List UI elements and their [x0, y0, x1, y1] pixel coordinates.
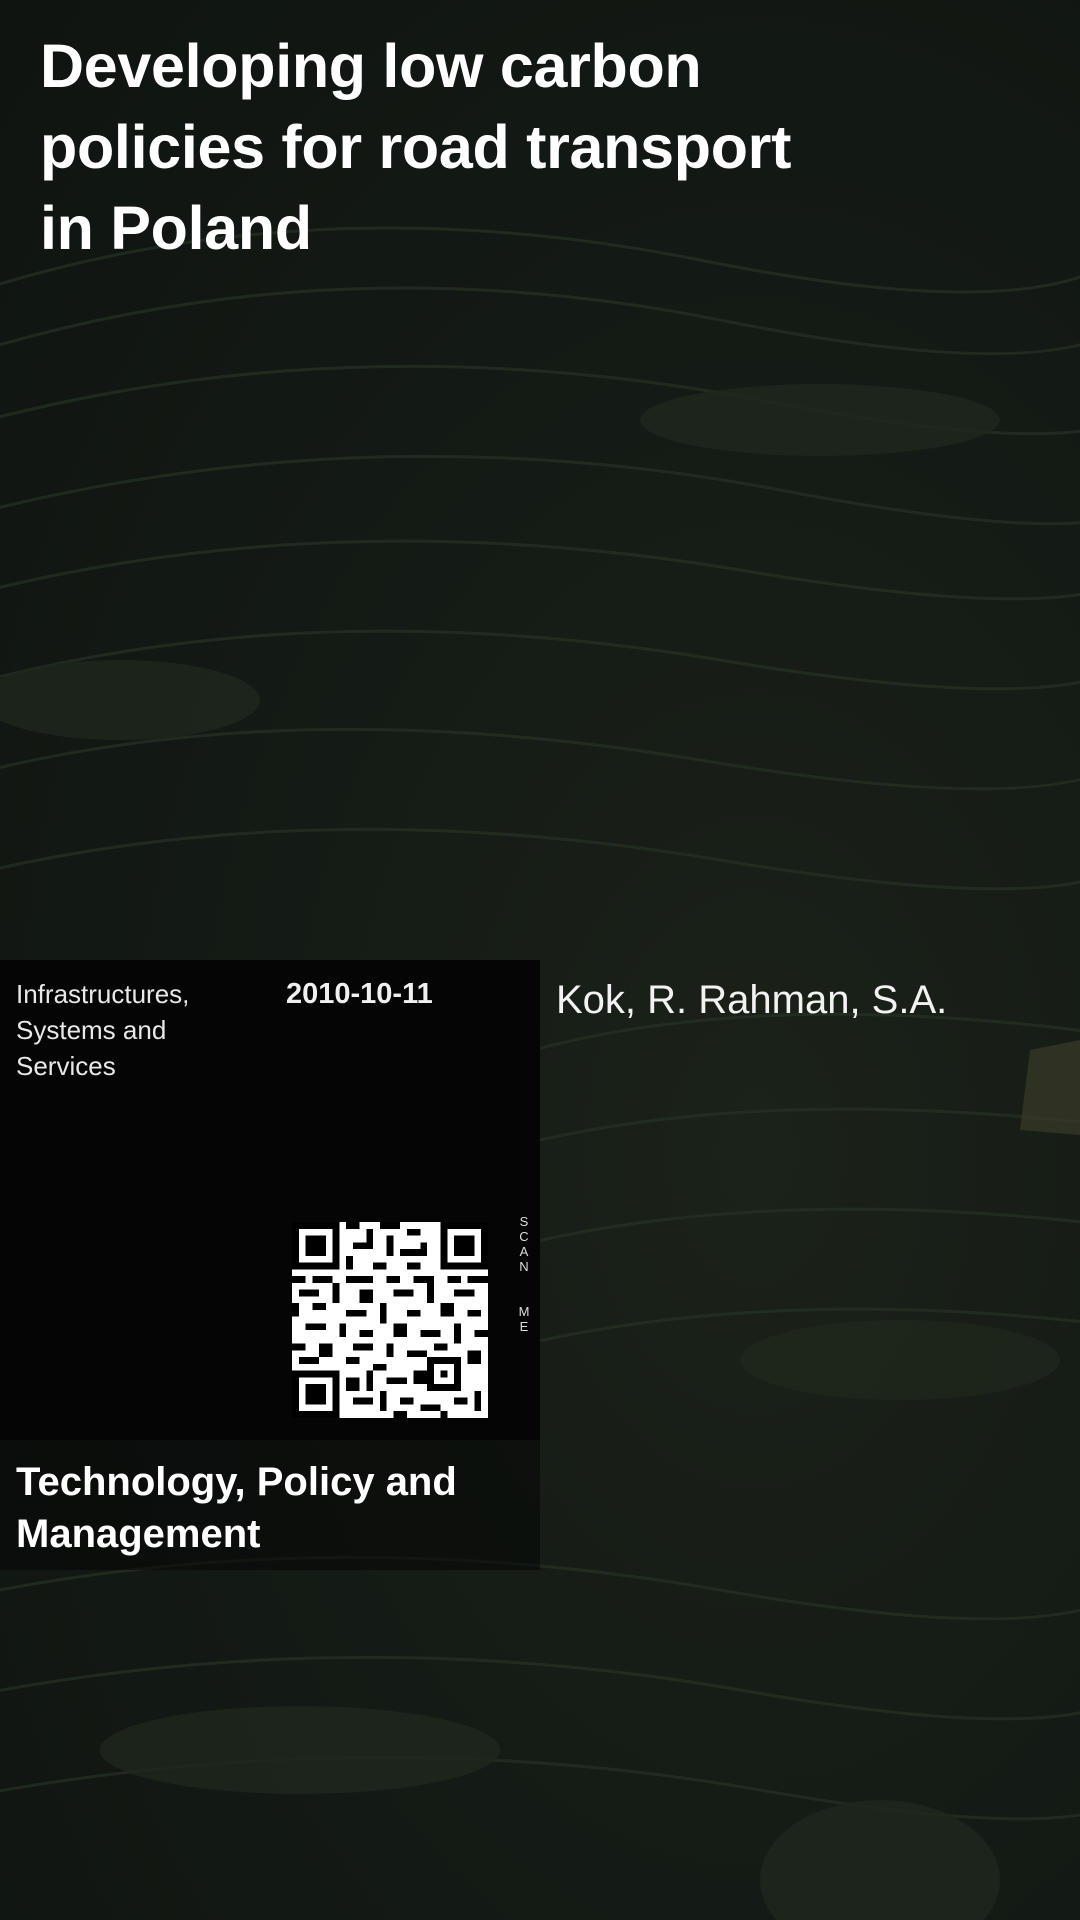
scan-letter: E: [519, 1319, 529, 1334]
scan-letter: S: [519, 1214, 529, 1229]
info-panel-extension: [0, 1440, 540, 1570]
scan-letter: M: [518, 1304, 530, 1319]
document-title: Developing low carbon policies for road …: [40, 32, 792, 262]
qr-code-graphic: [292, 1222, 488, 1418]
scan-letter: N: [519, 1259, 529, 1274]
scan-letter: C: [519, 1229, 529, 1244]
authors-label: Kok, R. Rahman, S.A.: [556, 978, 948, 1022]
institute-label: Infrastructures, Systems and Services: [16, 979, 190, 1081]
faculty-label: Technology, Policy and Management: [16, 1460, 457, 1556]
scan-me-label: S C A N M E: [516, 1214, 532, 1334]
qr-code[interactable]: [292, 1222, 488, 1418]
publication-date: 2010-10-11: [286, 978, 433, 1010]
scan-letter: A: [519, 1244, 529, 1259]
